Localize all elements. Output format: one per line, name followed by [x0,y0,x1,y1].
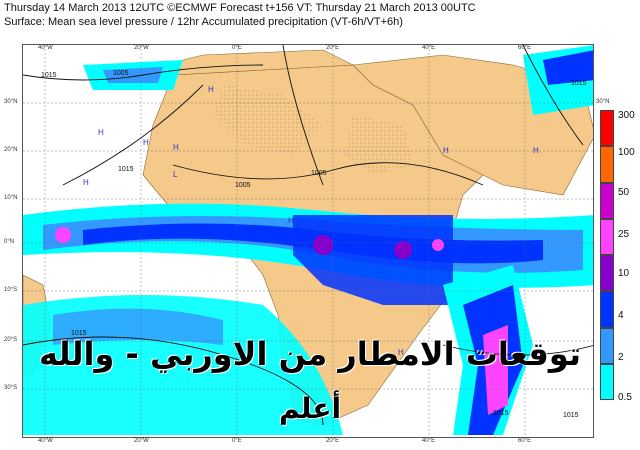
lon-label: 20°E [326,438,340,444]
lat-label: 20°N [4,147,18,153]
lat-label: 20°S [4,337,18,343]
legend-label: 2 [618,352,624,363]
high-marker: H [173,143,179,152]
high-marker: H [533,146,539,155]
lon-label: 20°W [134,438,149,444]
lat-label: 30°N [596,99,610,105]
legend-label: 10 [618,268,630,279]
legend-label: 25 [618,229,630,240]
lon-label: 60°E [518,45,532,51]
lon-label: 40°E [422,438,436,444]
lat-label: 30°S [4,385,18,391]
isobar-label: 1015 [71,330,87,337]
lon-label: 60°E [518,438,532,444]
map-canvas: 1015 1005 1015 1005 1005 1015 1015 1015 … [23,45,593,437]
arabic-caption-line1: توقعات الامطار من الاوربي - والله [39,335,581,373]
isobar-label: 1015 [563,412,579,419]
lon-label: 0°E [232,438,242,444]
isobar-label: 1015 [41,72,57,79]
legend-swatch [600,255,614,292]
lat-label: 10°N [4,195,18,201]
lon-label: 40°W [38,45,53,51]
isobar-label: 1005 [311,170,327,177]
low-marker: L [323,223,328,232]
isobar-label: 1015 [571,80,587,87]
forecast-title: Thursday 14 March 2013 12UTC ©ECMWF Fore… [4,2,476,14]
arabic-caption-line2: أعلم [278,392,342,425]
isobar-label: 1015 [118,166,134,173]
weather-map: 1015 1005 1015 1005 1005 1015 1015 1015 … [22,44,594,438]
high-marker: H [83,178,89,187]
legend-label: 50 [618,187,630,198]
precip-legend [600,110,614,400]
isobar-labels: 1015 1005 1015 1005 1005 1015 1015 1015 … [41,70,587,419]
lon-label: 40°W [38,438,53,444]
high-marker: H [143,138,149,147]
isobars [23,45,593,426]
pressure-centers: H H H H L L H H H H H [83,85,539,357]
legend-swatch [600,218,614,255]
high-marker: H [208,85,214,94]
legend-label: 100 [618,147,635,158]
legend-swatch [600,291,614,328]
legend-label: 4 [618,310,624,321]
high-marker: H [443,146,449,155]
forecast-subtitle: Surface: Mean sea level pressure / 12hr … [4,16,403,28]
lon-label: 40°E [422,45,436,51]
low-marker: L [173,170,178,179]
lon-label: 20°W [134,45,149,51]
legend-swatch [600,182,614,219]
isobar-label: 1005 [235,182,251,189]
high-marker: H [98,128,104,137]
legend-label: 0.5 [618,392,632,403]
high-marker: H [398,348,404,357]
legend-swatch [600,146,614,183]
legend-swatch [600,363,614,400]
graticule [23,45,593,437]
lat-label: 30°N [4,99,18,105]
lon-label: 0°E [232,45,242,51]
legend-swatch [600,110,614,147]
isobar-label: 1005 [113,70,129,77]
high-marker: H [288,216,294,225]
lon-label: 20°E [326,45,340,51]
lat-label: 0°N [4,239,15,245]
isobar-label: 1015 [493,410,509,417]
legend-label: 300 [618,110,635,121]
lat-label: 10°S [4,287,18,293]
legend-swatch [600,327,614,364]
